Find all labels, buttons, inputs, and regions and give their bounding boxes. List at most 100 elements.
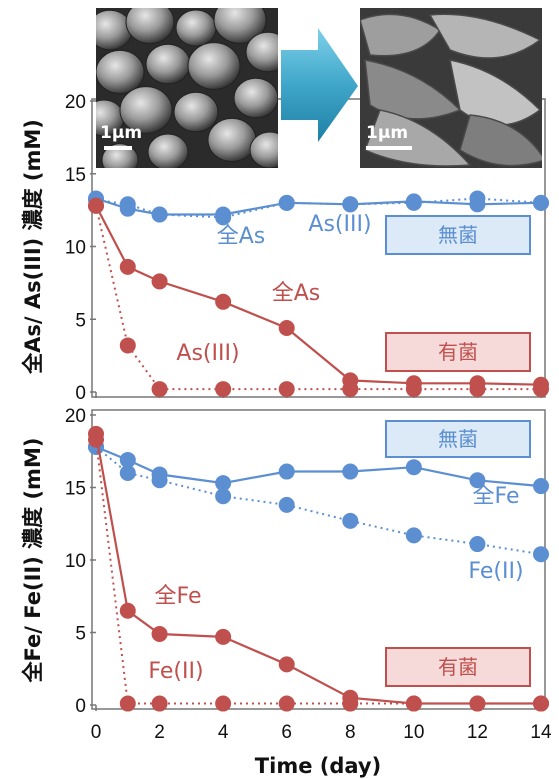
- sem-cell-shape: [213, 8, 267, 44]
- sem-scale-label-before: 1μm: [100, 123, 142, 143]
- data-point-1-3-8: [533, 695, 549, 712]
- sem-flake-shape: [364, 109, 472, 167]
- data-point-1-1-4: [278, 496, 295, 513]
- x-tick-label-2: 4: [218, 722, 229, 743]
- data-point-0-1-8: [533, 194, 549, 211]
- transition-arrow: [281, 28, 358, 142]
- sem-scalebar-before: 1μm: [100, 123, 142, 150]
- sem-cell-shape: [207, 117, 257, 163]
- data-point-1-3-2: [151, 695, 168, 712]
- data-point-1-0-8: [533, 478, 549, 495]
- sem-cell-shape: [187, 42, 241, 90]
- series-annotation-0-1: As(III): [308, 212, 371, 237]
- data-point-0-1-6: [405, 194, 422, 211]
- data-point-0-3-3: [215, 381, 232, 398]
- y-tick-label-1-1: 5: [75, 624, 86, 645]
- series-annotation-1-3: Fe(II): [148, 659, 203, 684]
- data-point-0-3-7: [469, 381, 486, 398]
- data-point-1-2-1: [119, 602, 136, 619]
- sem-flake-shape: [459, 114, 542, 167]
- series-annotation-1-1: Fe(II): [468, 559, 523, 584]
- data-point-1-3-3: [215, 695, 232, 712]
- data-point-1-1-5: [342, 512, 359, 529]
- data-point-1-1-7: [469, 536, 486, 553]
- sem-cell-shape: [173, 91, 219, 133]
- sem-scale-label-after: 1μm: [366, 123, 408, 143]
- data-point-1-1-8: [533, 546, 549, 563]
- data-point-0-1-3: [215, 209, 232, 226]
- data-point-0-3-4: [278, 381, 295, 398]
- data-point-1-3-4: [278, 695, 295, 712]
- data-point-1-0-4: [278, 463, 295, 480]
- data-point-1-3-5: [342, 695, 359, 712]
- data-point-1-3-6: [405, 695, 422, 712]
- data-point-0-3-2: [151, 381, 168, 398]
- series-annotation-1-2: 全Fe: [155, 584, 202, 609]
- series-line-0-1: [95, 197, 542, 219]
- series-annotation-0-3: As(III): [176, 341, 239, 366]
- data-point-1-0-6: [405, 459, 422, 476]
- legend-box-0-0: [385, 215, 531, 255]
- sem-flake-shape: [428, 13, 542, 59]
- legend-box-0-1: [385, 332, 531, 372]
- data-point-0-1-5: [342, 196, 359, 213]
- sem-cell-shape: [233, 77, 278, 119]
- y-tick-label-0-1: 5: [75, 310, 86, 331]
- data-point-1-2-2: [151, 625, 168, 642]
- x-tick-label-1: 2: [154, 722, 165, 743]
- sem-cell-shape: [245, 31, 278, 73]
- data-point-1-2-4: [278, 656, 295, 673]
- data-point-0-3-6: [405, 381, 422, 398]
- data-point-1-1-6: [405, 527, 422, 544]
- data-point-1-1-1: [119, 465, 136, 481]
- data-point-0-3-5: [342, 381, 359, 398]
- x-tick-label-6: 12: [467, 722, 488, 743]
- y-tick-label-1-0: 0: [75, 696, 86, 717]
- legend-label-1-0: 無菌: [438, 427, 478, 451]
- data-point-1-3-0: [88, 431, 104, 448]
- y-tick-label-1-3: 15: [65, 479, 86, 500]
- sem-cell-shape: [125, 8, 175, 45]
- data-point-1-3-7: [469, 695, 486, 712]
- sem-image-before: [96, 8, 278, 168]
- data-point-0-1-4: [278, 194, 295, 211]
- x-tick-label-0: 0: [91, 722, 102, 743]
- legend-label-0-0: 無菌: [438, 223, 478, 247]
- data-point-0-1-7: [469, 190, 486, 207]
- data-point-1-0-3: [215, 475, 232, 492]
- sem-cell-shape: [96, 9, 133, 51]
- data-point-0-2-2: [151, 273, 168, 290]
- y-tick-label-0-4: 20: [65, 92, 86, 113]
- sem-image-after: [360, 8, 542, 168]
- series-annotation-1-0: 全Fe: [473, 484, 520, 509]
- sem-cell-shape: [147, 133, 189, 168]
- x-tick-label-5: 10: [403, 722, 424, 743]
- data-point-1-3-1: [119, 695, 136, 712]
- sem-cell-shape: [175, 9, 217, 47]
- sem-cell-shape: [145, 43, 191, 85]
- data-point-1-0-1: [119, 451, 136, 468]
- sem-scalebar-after: 1μm: [366, 123, 412, 150]
- data-point-0-3-0: [88, 197, 104, 214]
- y-tick-label-0-2: 10: [65, 238, 86, 259]
- sem-cell-shape: [96, 49, 145, 95]
- y-axis-title-0: 全As/ As(III) 濃度 (mM): [21, 119, 45, 375]
- x-axis-title: Time (day): [255, 754, 381, 778]
- sem-cell-shape: [119, 86, 173, 134]
- data-point-0-1-1: [119, 196, 136, 213]
- data-point-0-1-2: [151, 206, 168, 223]
- legend-label-1-1: 有菌: [438, 655, 478, 679]
- data-point-0-2-4: [278, 319, 295, 336]
- x-tick-label-7: 14: [530, 722, 552, 743]
- data-point-0-2-3: [215, 293, 232, 310]
- y-axis-title-1: 全Fe/ Fe(II) 濃度 (mM): [21, 438, 45, 684]
- data-point-1-0-5: [342, 463, 359, 480]
- data-point-0-2-1: [119, 258, 136, 275]
- data-point-0-3-1: [119, 337, 136, 354]
- data-point-1-1-2: [151, 472, 168, 489]
- y-tick-label-1-2: 10: [65, 551, 86, 572]
- y-tick-label-0-3: 15: [65, 165, 86, 186]
- series-line-1-3: [95, 439, 541, 705]
